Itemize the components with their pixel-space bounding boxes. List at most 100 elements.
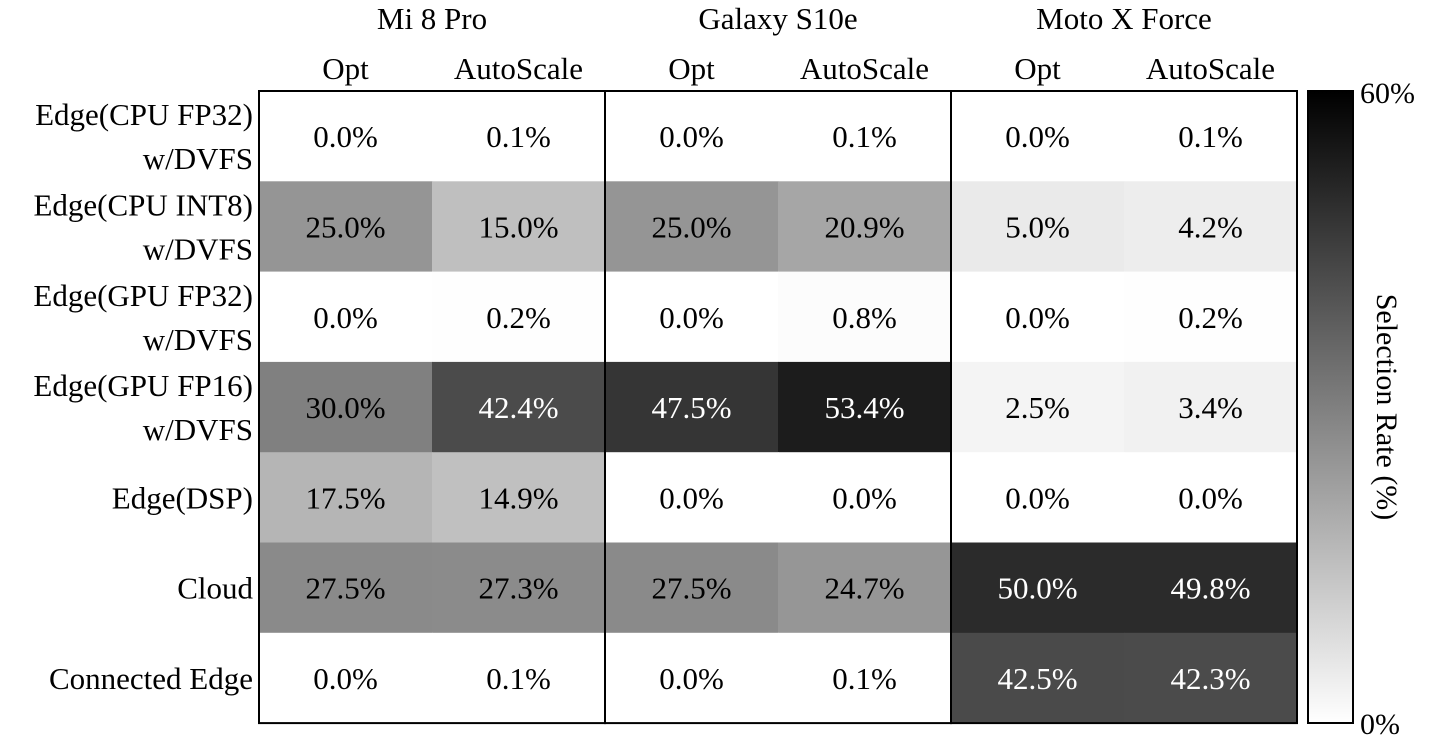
heatmap-cell — [605, 452, 779, 543]
row-label: w/DVFS — [143, 322, 253, 357]
cell-value-label: 0.0% — [659, 661, 724, 696]
heatmap-cell — [432, 271, 606, 363]
heatmap-cell — [259, 452, 433, 543]
heatmap-cell — [432, 361, 606, 453]
method-header-autoscale: AutoScale — [800, 51, 929, 86]
device-header-mi-8-pro: Mi 8 Pro — [377, 1, 487, 36]
heatmap-cell — [259, 361, 433, 453]
heatmap-cell — [1124, 361, 1298, 453]
cell-value-label: 0.0% — [313, 119, 378, 154]
heatmap-cell — [605, 271, 779, 363]
cell-value-label: 27.5% — [305, 571, 385, 606]
cell-value-label: 0.0% — [313, 300, 378, 335]
cell-value-label: 25.0% — [305, 209, 385, 244]
heatmap-cell — [778, 91, 952, 182]
heatmap-cell — [1124, 632, 1298, 724]
heatmap-cell — [259, 271, 433, 363]
cell-value-label: 47.5% — [651, 390, 731, 425]
cell-value-label: 0.0% — [313, 661, 378, 696]
row-label: w/DVFS — [143, 412, 253, 447]
row-label: Edge(CPU INT8) — [33, 187, 253, 222]
cell-value-label: 0.1% — [1178, 119, 1243, 154]
heatmap-cell — [259, 91, 433, 182]
cell-value-label: 25.0% — [651, 209, 731, 244]
heatmap-cell — [951, 632, 1125, 724]
cell-value-label: 0.8% — [832, 300, 897, 335]
heatmap-cell — [605, 181, 779, 273]
cell-value-label: 3.4% — [1178, 390, 1243, 425]
heatmap-cell — [778, 181, 952, 273]
heatmap-cell — [951, 271, 1125, 363]
method-header-autoscale: AutoScale — [454, 51, 583, 86]
cell-value-label: 0.0% — [1005, 119, 1070, 154]
row-label: w/DVFS — [143, 141, 253, 176]
heatmap-cell — [1124, 181, 1298, 273]
cell-value-label: 30.0% — [305, 390, 385, 425]
heatmap-cell — [1124, 271, 1298, 363]
cell-value-label: 0.1% — [832, 661, 897, 696]
heatmap-cell — [1124, 452, 1298, 543]
colorbar: 60% 0% Selection Rate (%) — [1307, 77, 1415, 741]
heatmap-cell — [778, 271, 952, 363]
heatmap-cell — [605, 542, 779, 634]
colorbar-gradient — [1307, 90, 1354, 724]
heatmap-cell — [605, 361, 779, 453]
heatmap-cell — [1124, 542, 1298, 634]
device-header-galaxy-s10e: Galaxy S10e — [698, 1, 857, 36]
cell-value-label: 0.0% — [659, 119, 724, 154]
heatmap-cell — [951, 181, 1125, 273]
heatmap-cell — [432, 632, 606, 724]
heatmap-cell — [259, 181, 433, 273]
cell-value-label: 42.4% — [478, 390, 558, 425]
colorbar-max-label: 60% — [1360, 77, 1415, 110]
colorbar-min-label: 0% — [1360, 708, 1400, 741]
cell-value-label: 24.7% — [824, 571, 904, 606]
heatmap-cell — [432, 181, 606, 273]
heatmap-cell — [432, 91, 606, 182]
row-label: Connected Edge — [49, 661, 253, 696]
row-label: Cloud — [177, 571, 253, 606]
heatmap-cell — [432, 542, 606, 634]
row-label: Edge(DSP) — [112, 480, 253, 515]
cell-value-label: 0.0% — [659, 300, 724, 335]
panel-frames — [258, 90, 1298, 725]
heatmap-cell — [432, 452, 606, 543]
cell-value-label: 0.2% — [1178, 300, 1243, 335]
cell-value-label: 53.4% — [824, 390, 904, 425]
heatmap-cells: 0.0% 0.1% 0.0% 0.1% 0.0% 0.1% 25.0% 15.0% 25.0% 2… — [259, 91, 1298, 724]
heatmap-cell — [778, 542, 952, 634]
cell-value-label: 4.2% — [1178, 209, 1243, 244]
heatmap-cell — [605, 632, 779, 724]
cell-value-label: 15.0% — [478, 209, 558, 244]
cell-value-label: 49.8% — [1170, 571, 1250, 606]
heatmap-cell — [778, 361, 952, 453]
cell-value-label: 0.1% — [486, 119, 551, 154]
cell-value-label: 0.2% — [486, 300, 551, 335]
colorbar-title: Selection Rate (%) — [1370, 294, 1403, 521]
heatmap-cell — [951, 542, 1125, 634]
row-label: Edge(CPU FP32) — [35, 97, 253, 132]
cell-value-label: 2.5% — [1005, 390, 1070, 425]
cell-value-label: 20.9% — [824, 209, 904, 244]
cell-value-label: 14.9% — [478, 480, 558, 515]
heatmap-cell — [259, 632, 433, 724]
heatmap-cell — [951, 452, 1125, 543]
row-labels: Edge(CPU FP32) w/DVFS Edge(CPU INT8) w/DVFS… — [33, 97, 253, 696]
row-label: w/DVFS — [143, 231, 253, 266]
row-label: Edge(GPU FP32) — [33, 278, 253, 313]
heatmap-cell — [259, 542, 433, 634]
device-header-moto-x-force: Moto X Force — [1036, 1, 1212, 36]
cell-value-label: 0.1% — [832, 119, 897, 154]
cell-value-label: 0.0% — [1005, 480, 1070, 515]
cell-value-label: 5.0% — [1005, 209, 1070, 244]
method-header-opt: Opt — [668, 51, 715, 86]
cell-value-label: 0.0% — [659, 480, 724, 515]
heatmap-cell — [951, 91, 1125, 182]
cell-value-label: 42.3% — [1170, 661, 1250, 696]
heatmap-cell — [605, 91, 779, 182]
method-header-opt: Opt — [322, 51, 369, 86]
cell-value-label: 27.5% — [651, 571, 731, 606]
heatmap-cell — [951, 361, 1125, 453]
method-header-autoscale: AutoScale — [1146, 51, 1275, 86]
